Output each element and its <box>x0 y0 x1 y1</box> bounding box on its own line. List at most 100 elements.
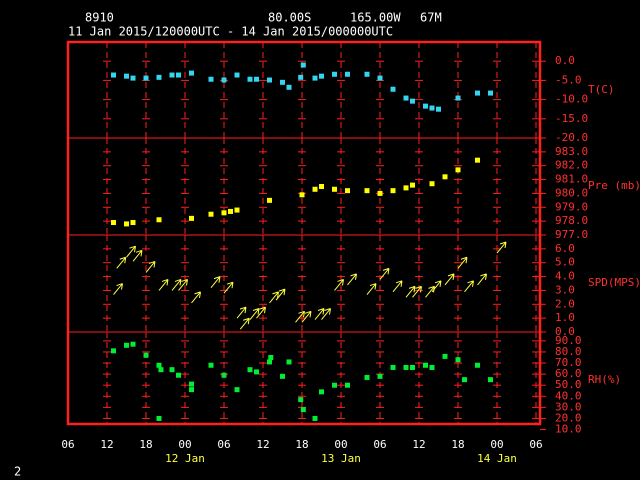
data-point <box>423 103 428 109</box>
station-id: 8910 <box>85 11 114 25</box>
data-point <box>364 374 370 380</box>
data-point <box>176 72 181 78</box>
y-tick-label: 40.0 <box>555 389 582 402</box>
arrow-shaft <box>158 278 169 291</box>
data-point <box>319 184 324 189</box>
x-tick-label: 18 <box>139 438 152 451</box>
date-label: 13 Jan <box>321 452 361 465</box>
wind-arrow <box>249 308 260 320</box>
y-tick-label: 50.0 <box>555 378 582 391</box>
wind-arrow <box>269 291 279 304</box>
wind-arrow <box>431 280 442 293</box>
wind-arrow <box>178 278 188 291</box>
data-point <box>143 352 149 358</box>
y-tick-label: 90.0 <box>555 334 582 347</box>
arrow-shaft <box>366 283 377 295</box>
data-point <box>254 369 259 375</box>
data-point <box>300 62 306 68</box>
data-point <box>455 167 461 173</box>
data-point <box>208 76 214 82</box>
data-point <box>228 208 233 214</box>
data-point <box>475 362 480 368</box>
y-tick-label: 80.0 <box>555 345 582 358</box>
wind-arrow <box>477 273 487 286</box>
wind-arrow <box>171 278 182 291</box>
y-tick-label: 978.0 <box>555 214 588 227</box>
arrow-shaft <box>191 291 201 304</box>
wind-arrow <box>464 280 474 293</box>
data-point <box>247 76 253 82</box>
arrow-shaft <box>256 306 266 319</box>
data-point <box>111 72 116 78</box>
y-tick-label: 0.0 <box>555 54 575 67</box>
data-point <box>280 373 285 379</box>
data-point <box>267 359 272 365</box>
wind-arrow <box>314 308 325 320</box>
x-tick-label: 06 <box>373 438 386 451</box>
arrow-shaft <box>334 278 344 291</box>
wind-arrow <box>236 306 247 319</box>
y-tick-label: 6.0 <box>555 242 575 255</box>
data-point <box>442 174 448 180</box>
arrow-shaft <box>236 306 247 319</box>
data-point <box>423 362 428 368</box>
data-point <box>364 71 370 77</box>
wind-arrow <box>347 273 357 286</box>
longitude: 165.00W <box>350 11 401 25</box>
axis-label: Pre (mb) <box>588 179 640 192</box>
data-point <box>442 353 448 359</box>
data-point <box>124 73 129 79</box>
data-point <box>254 76 259 82</box>
page-number: 2 <box>14 465 21 479</box>
x-tick-label: 00 <box>334 438 347 451</box>
data-point <box>455 357 461 363</box>
data-point <box>390 188 396 194</box>
arrow-shaft <box>223 281 234 294</box>
arrow-shaft <box>113 283 123 295</box>
y-tick-label: 979.0 <box>555 200 588 213</box>
axis-label: SPD(MPS) <box>588 276 640 289</box>
x-tick-label: 06 <box>61 438 74 451</box>
data-point <box>345 382 350 388</box>
x-tick-label: 06 <box>529 438 542 451</box>
data-point <box>312 75 318 81</box>
arrow-shaft <box>301 310 312 323</box>
arrow-shaft <box>405 285 416 298</box>
data-point <box>364 188 370 194</box>
data-point <box>111 220 116 226</box>
data-point <box>410 98 415 104</box>
y-tick-label: 5.0 <box>555 256 575 269</box>
x-tick-label: 12 <box>412 438 425 451</box>
data-point <box>176 372 181 378</box>
data-point <box>208 362 214 368</box>
arrow-shaft <box>464 280 474 293</box>
data-point <box>300 407 306 413</box>
x-tick-label: 18 <box>451 438 464 451</box>
wind-arrow <box>239 317 250 330</box>
arrow-shaft <box>295 310 305 323</box>
data-point <box>234 72 240 78</box>
data-point <box>124 221 129 227</box>
wind-arrow <box>301 310 312 323</box>
data-point <box>390 86 396 92</box>
arrow-shaft <box>116 256 127 269</box>
data-point <box>436 106 441 112</box>
data-point <box>410 182 415 188</box>
data-point <box>169 72 175 78</box>
data-point <box>298 74 304 80</box>
wind-arrow <box>334 278 344 291</box>
data-point <box>475 157 480 163</box>
wind-arrow <box>392 280 403 293</box>
latitude: 80.00S <box>268 11 311 25</box>
wind-arrow <box>126 245 136 258</box>
wind-arrow <box>405 285 416 298</box>
data-point <box>429 181 435 187</box>
x-tick-label: 00 <box>490 438 503 451</box>
data-point <box>189 215 194 221</box>
arrow-shaft <box>321 308 331 320</box>
data-point <box>234 207 240 213</box>
data-point <box>377 190 383 196</box>
data-point <box>488 90 493 96</box>
wind-arrow <box>444 273 455 286</box>
